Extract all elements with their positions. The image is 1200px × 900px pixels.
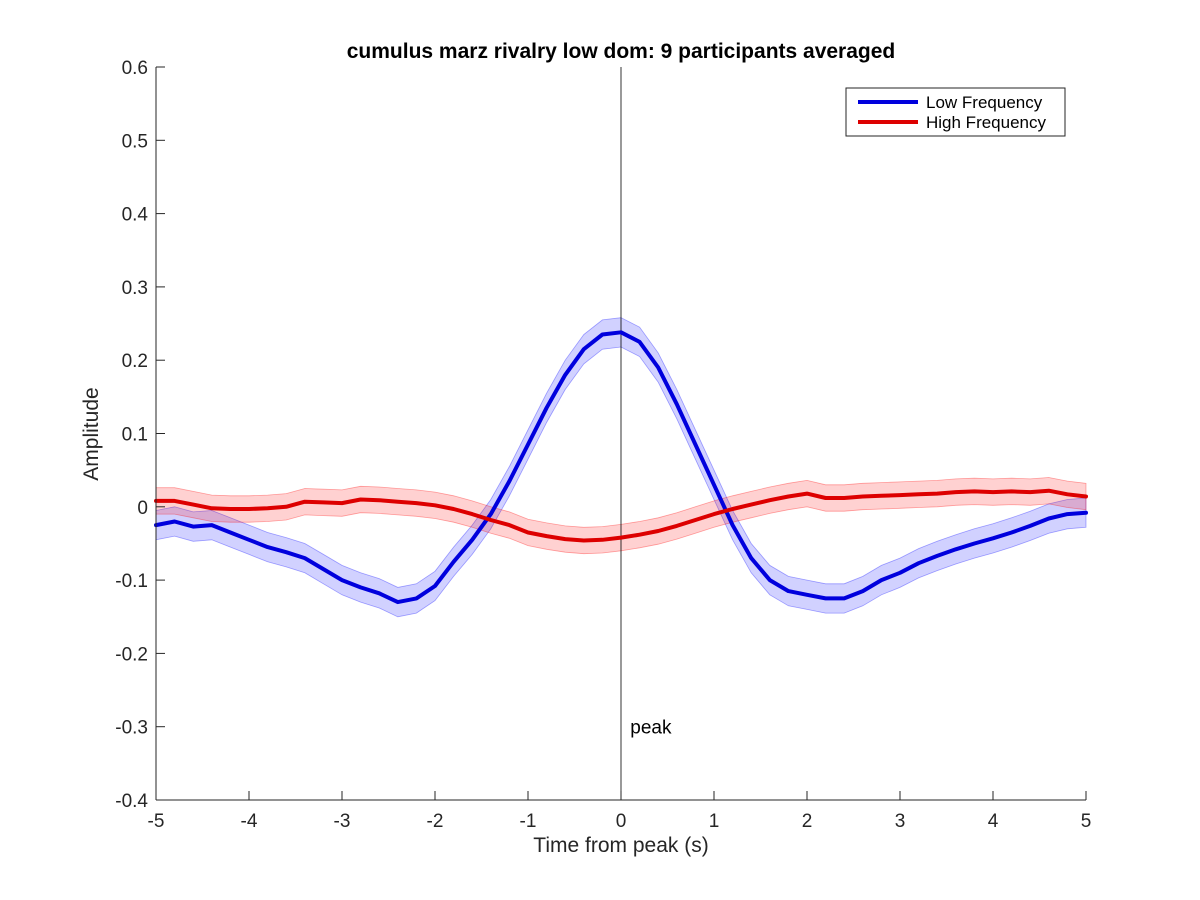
y-axis-label: Amplitude (80, 387, 103, 480)
y-tick-label: 0.2 (122, 351, 148, 372)
x-tick-label: 5 (1081, 811, 1092, 832)
low-frequency-line (154, 330, 1088, 605)
x-tick-label: -5 (148, 811, 165, 832)
x-tick-label: -2 (427, 811, 444, 832)
y-tick-label: 0.5 (122, 131, 148, 152)
high-frequency-line (154, 488, 1088, 543)
y-tick-label: 0.6 (122, 58, 148, 79)
y-tick-label: 0.3 (122, 278, 148, 299)
x-tick-label: -3 (334, 811, 351, 832)
x-tick-label: -4 (241, 811, 258, 832)
x-tick-label: 1 (709, 811, 720, 832)
y-tick-label: 0.4 (122, 205, 149, 226)
y-tick-label: -0.2 (115, 644, 148, 665)
low-frequency-legend-label: Low Frequency (926, 93, 1043, 112)
y-tick-label: -0.3 (115, 718, 148, 739)
y-tick-label: -0.4 (115, 791, 148, 812)
x-tick-label: 2 (802, 811, 813, 832)
high-frequency-legend-label: High Frequency (926, 113, 1047, 132)
y-tick-label: 0.1 (122, 425, 148, 446)
y-tick-label: 0 (137, 498, 148, 519)
peak-annotation: peak (630, 718, 672, 739)
low-frequency-error-band (155, 317, 1087, 618)
x-tick-label: 3 (895, 811, 906, 832)
x-tick-label: 4 (988, 811, 999, 832)
legend-box (845, 87, 1066, 137)
x-tick-label: 0 (616, 811, 627, 832)
x-axis-label: Time from peak (s) (533, 834, 708, 857)
x-tick-label: -1 (520, 811, 537, 832)
chart-title: cumulus marz rivalry low dom: 9 particip… (347, 40, 896, 63)
y-tick-label: -0.1 (115, 571, 148, 592)
